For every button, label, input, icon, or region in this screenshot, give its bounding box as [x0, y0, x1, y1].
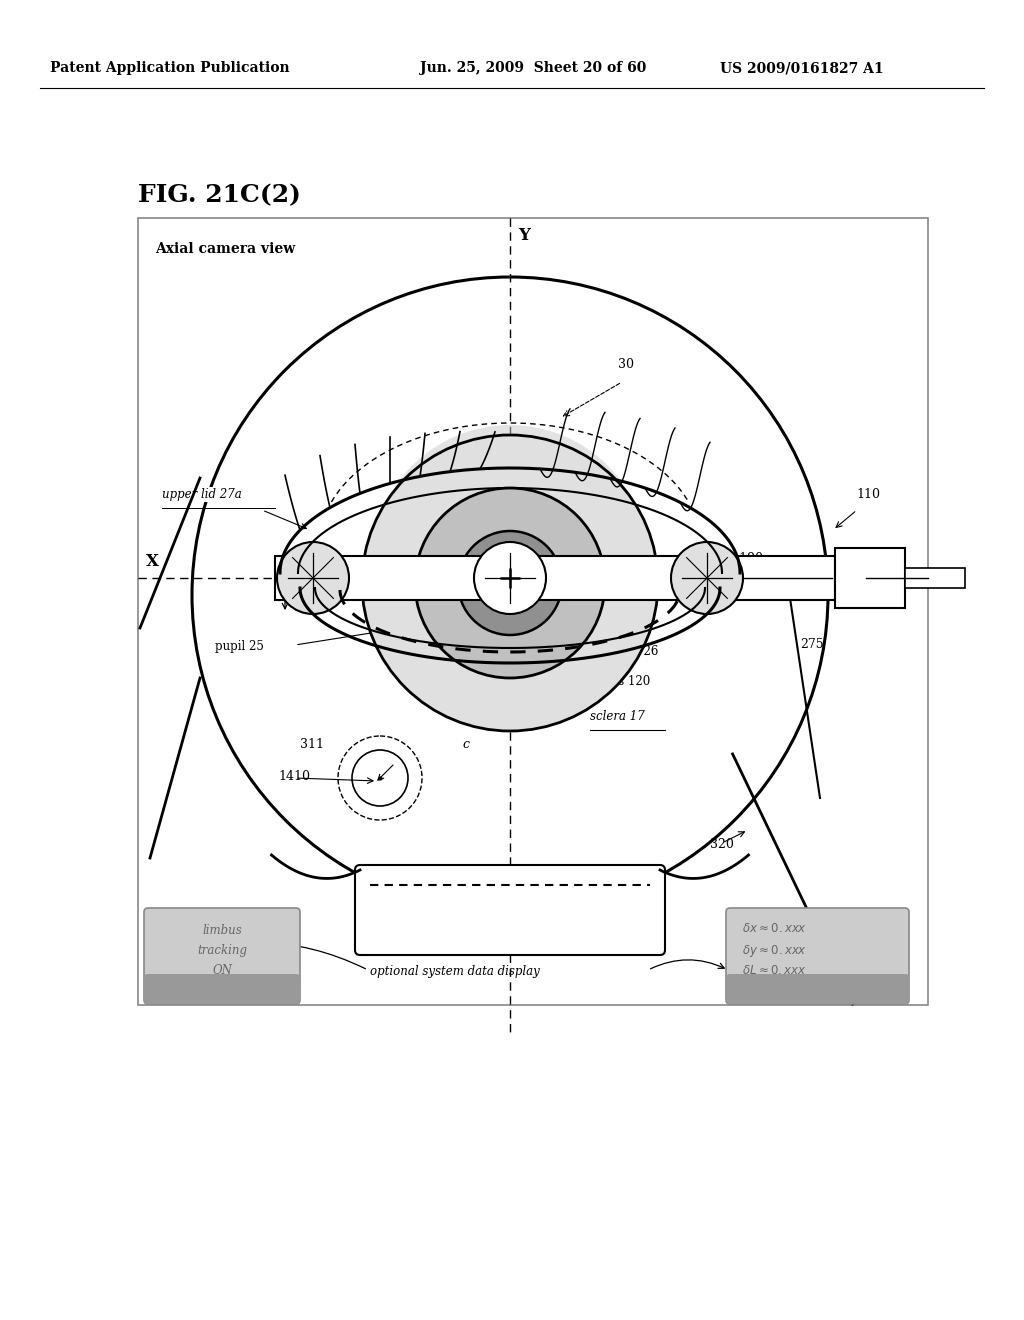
Circle shape: [372, 425, 648, 701]
Text: $\delta y \approx 0.xxx$: $\delta y \approx 0.xxx$: [742, 942, 807, 960]
Circle shape: [362, 436, 658, 731]
Text: lens 120: lens 120: [600, 675, 650, 688]
Text: sclera 17: sclera 17: [590, 710, 645, 723]
Circle shape: [474, 543, 546, 614]
Text: $\delta x \approx 0.xxx$: $\delta x \approx 0.xxx$: [742, 921, 807, 935]
FancyBboxPatch shape: [355, 865, 665, 954]
Circle shape: [415, 488, 605, 678]
Bar: [138, 218, 928, 1005]
Bar: [905, 568, 965, 587]
Circle shape: [492, 565, 528, 601]
Text: ON: ON: [212, 964, 232, 977]
Text: 320: 320: [710, 838, 734, 851]
FancyBboxPatch shape: [726, 908, 909, 1005]
Circle shape: [278, 543, 349, 614]
Text: X: X: [146, 553, 159, 570]
Text: δx: δx: [515, 680, 529, 693]
Text: US 2009/0161827 A1: US 2009/0161827 A1: [720, 61, 884, 75]
FancyBboxPatch shape: [144, 974, 300, 1005]
Text: δy: δy: [290, 589, 306, 603]
Circle shape: [193, 277, 828, 913]
Text: limbus 26: limbus 26: [600, 645, 658, 657]
FancyBboxPatch shape: [726, 974, 909, 1005]
Text: 30: 30: [618, 358, 634, 371]
Text: 311: 311: [300, 738, 324, 751]
Text: optional system data display: optional system data display: [370, 965, 540, 978]
Text: lower lid 27b: lower lid 27b: [392, 873, 470, 886]
Text: FIG. 21C(2): FIG. 21C(2): [138, 183, 301, 207]
Text: pupil 25: pupil 25: [215, 640, 264, 653]
FancyBboxPatch shape: [144, 908, 300, 1005]
Text: Axial camera view: Axial camera view: [155, 242, 295, 256]
Text: tracking: tracking: [197, 944, 247, 957]
Text: limbus: limbus: [202, 924, 242, 937]
Text: Y: Y: [518, 227, 529, 244]
Text: -180-: -180-: [870, 552, 902, 565]
Circle shape: [352, 750, 408, 807]
Text: ins 24: ins 24: [468, 700, 504, 713]
Circle shape: [458, 531, 562, 635]
Text: Jun. 25, 2009  Sheet 20 of 60: Jun. 25, 2009 Sheet 20 of 60: [420, 61, 646, 75]
Circle shape: [671, 543, 743, 614]
Text: 1410: 1410: [278, 770, 310, 783]
Text: $\delta L \approx 0.xxx$: $\delta L \approx 0.xxx$: [742, 964, 807, 977]
Bar: [275, 556, 835, 601]
Text: 275: 275: [800, 638, 823, 651]
Text: -190: -190: [735, 552, 763, 565]
Text: c: c: [462, 738, 469, 751]
Bar: [835, 548, 905, 609]
Text: 110: 110: [856, 488, 880, 502]
Text: upper lid 27a: upper lid 27a: [162, 488, 242, 502]
Text: Patent Application Publication: Patent Application Publication: [50, 61, 290, 75]
